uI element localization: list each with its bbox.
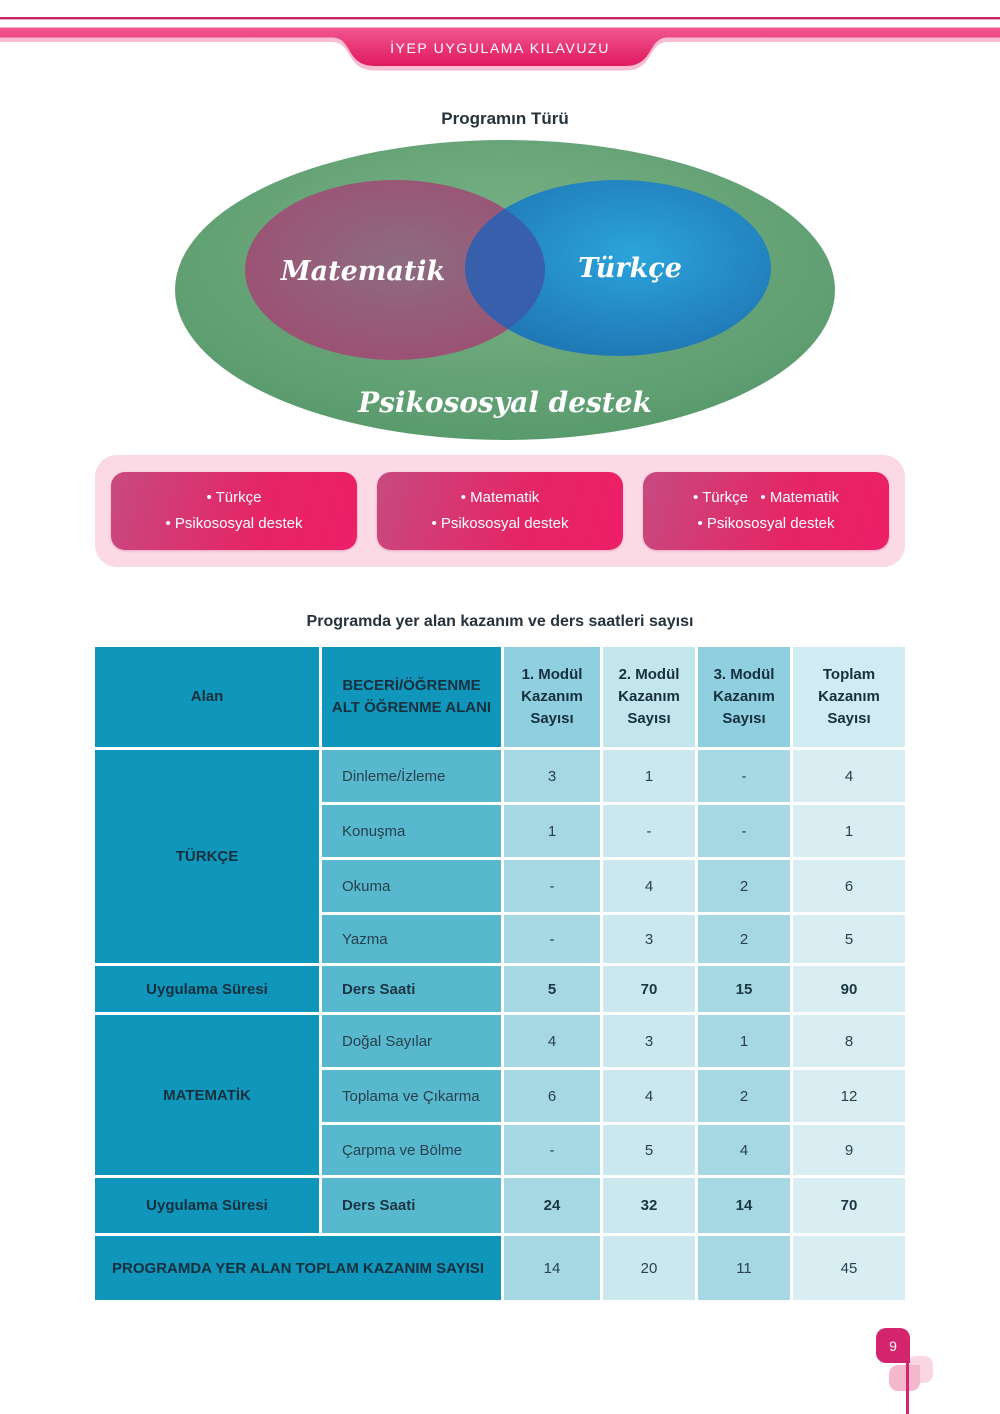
footer-petal-dark bbox=[889, 1365, 920, 1391]
cell-value: 4 bbox=[504, 1015, 600, 1067]
col-header-beceri: BECERİ/ÖĞRENME ALT ÖĞRENME ALANI bbox=[322, 647, 501, 747]
page-number: 9 bbox=[889, 1337, 897, 1354]
sub-label: Konuşma bbox=[322, 805, 501, 857]
cell-value: - bbox=[698, 750, 790, 802]
row-label-turkce: TÜRKÇE bbox=[95, 750, 319, 963]
kazanim-table: Alan BECERİ/ÖĞRENME ALT ÖĞRENME ALANI 1.… bbox=[95, 647, 905, 1300]
cell-value: - bbox=[698, 805, 790, 857]
cell-value: 4 bbox=[698, 1125, 790, 1175]
program-box-turkce-matematik: • Türkçe • Matematik • Psikososyal deste… bbox=[643, 472, 889, 550]
cell-value: 1 bbox=[793, 805, 905, 857]
cell-value: 2 bbox=[698, 860, 790, 912]
banner-thin-line bbox=[0, 17, 1000, 20]
footer-stem-line bbox=[906, 1360, 909, 1414]
col-header-toplam: Toplam Kazanım Sayısı bbox=[793, 647, 905, 747]
cell-value: 20 bbox=[603, 1236, 695, 1300]
cell-value: 4 bbox=[603, 860, 695, 912]
page-header-banner: İYEP UYGULAMA KILAVUZU bbox=[0, 0, 1000, 80]
venn-title: Programın Türü bbox=[441, 109, 569, 128]
cell-value: 5 bbox=[603, 1125, 695, 1175]
cell-value: 6 bbox=[793, 860, 905, 912]
program-box-matematik: • Matematik • Psikososyal destek bbox=[377, 472, 623, 550]
row-label-uygulama-suresi: Uygulama Süresi bbox=[95, 966, 319, 1012]
cell-value: 24 bbox=[504, 1178, 600, 1233]
cell-value: 12 bbox=[793, 1070, 905, 1122]
col-header-modul3: 3. Modül Kazanım Sayısı bbox=[698, 647, 790, 747]
program-box-line: • Psikososyal destek bbox=[165, 515, 303, 532]
cell-value: - bbox=[504, 915, 600, 963]
cell-value: 5 bbox=[504, 966, 600, 1012]
page-number-badge: 9 bbox=[876, 1328, 910, 1363]
banner-tab bbox=[0, 27, 1000, 66]
col-header-modul2: 2. Modül Kazanım Sayısı bbox=[603, 647, 695, 747]
cell-value: 6 bbox=[504, 1070, 600, 1122]
sub-label: Okuma bbox=[322, 860, 501, 912]
cell-value: 3 bbox=[603, 1015, 695, 1067]
cell-value: 14 bbox=[698, 1178, 790, 1233]
cell-value: 70 bbox=[793, 1178, 905, 1233]
banner-shape: İYEP UYGULAMA KILAVUZU bbox=[0, 17, 1000, 71]
cell-value: 32 bbox=[603, 1178, 695, 1233]
sub-label-ders-saati: Ders Saati bbox=[322, 1178, 501, 1233]
venn-right-label: Türkçe bbox=[578, 253, 682, 284]
cell-value: 1 bbox=[603, 750, 695, 802]
sub-label: Doğal Sayılar bbox=[322, 1015, 501, 1067]
cell-value: 3 bbox=[504, 750, 600, 802]
row-label-uygulama-suresi: Uygulama Süresi bbox=[95, 1178, 319, 1233]
sub-label: Yazma bbox=[322, 915, 501, 963]
table-title: Programda yer alan kazanım ve ders saatl… bbox=[306, 613, 694, 630]
cell-value: 70 bbox=[603, 966, 695, 1012]
cell-value: 3 bbox=[603, 915, 695, 963]
cell-value: 4 bbox=[793, 750, 905, 802]
cell-value: - bbox=[603, 805, 695, 857]
cell-value: 1 bbox=[504, 805, 600, 857]
cell-value: 4 bbox=[603, 1070, 695, 1122]
program-box-line: • Psikososyal destek bbox=[431, 515, 569, 532]
cell-value: 5 bbox=[793, 915, 905, 963]
cell-value: 2 bbox=[698, 915, 790, 963]
cell-value: - bbox=[504, 1125, 600, 1175]
cell-value: 1 bbox=[698, 1015, 790, 1067]
venn-svg: Matematik Türkçe Psikososyal destek bbox=[175, 140, 835, 440]
venn-left-circle bbox=[245, 180, 545, 360]
cell-value: 9 bbox=[793, 1125, 905, 1175]
cell-value: 14 bbox=[504, 1236, 600, 1300]
cell-value: 90 bbox=[793, 966, 905, 1012]
venn-diagram: Matematik Türkçe Psikososyal destek bbox=[0, 130, 1000, 445]
sub-label: Çarpma ve Bölme bbox=[322, 1125, 501, 1175]
program-boxes-container: • Türkçe • Psikososyal destek • Matemati… bbox=[95, 455, 905, 567]
sub-label: Dinleme/İzleme bbox=[322, 750, 501, 802]
program-box-line: • Türkçe bbox=[206, 488, 262, 506]
cell-value: - bbox=[504, 860, 600, 912]
cell-value: 15 bbox=[698, 966, 790, 1012]
sub-label: Toplama ve Çıkarma bbox=[322, 1070, 501, 1122]
program-box-line: • Matematik bbox=[460, 488, 540, 506]
sub-label-ders-saati: Ders Saati bbox=[322, 966, 501, 1012]
cell-value: 2 bbox=[698, 1070, 790, 1122]
venn-right-circle bbox=[465, 180, 771, 356]
venn-outer-label: Psikososyal destek bbox=[357, 386, 652, 419]
program-box-turkce: • Türkçe • Psikososyal destek bbox=[111, 472, 357, 550]
banner-title: İYEP UYGULAMA KILAVUZU bbox=[390, 39, 610, 56]
cell-value: 11 bbox=[698, 1236, 790, 1300]
col-header-alan: Alan bbox=[95, 647, 319, 747]
row-label-matematik: MATEMATİK bbox=[95, 1015, 319, 1175]
cell-value: 45 bbox=[793, 1236, 905, 1300]
row-label-total: PROGRAMDA YER ALAN TOPLAM KAZANIM SAYISI bbox=[95, 1236, 501, 1300]
cell-value: 8 bbox=[793, 1015, 905, 1067]
program-box-line: • Psikososyal destek bbox=[697, 515, 835, 532]
col-header-modul1: 1. Modül Kazanım Sayısı bbox=[504, 647, 600, 747]
venn-left-label: Matematik bbox=[280, 256, 446, 287]
program-box-line: • Türkçe • Matematik bbox=[692, 488, 840, 506]
